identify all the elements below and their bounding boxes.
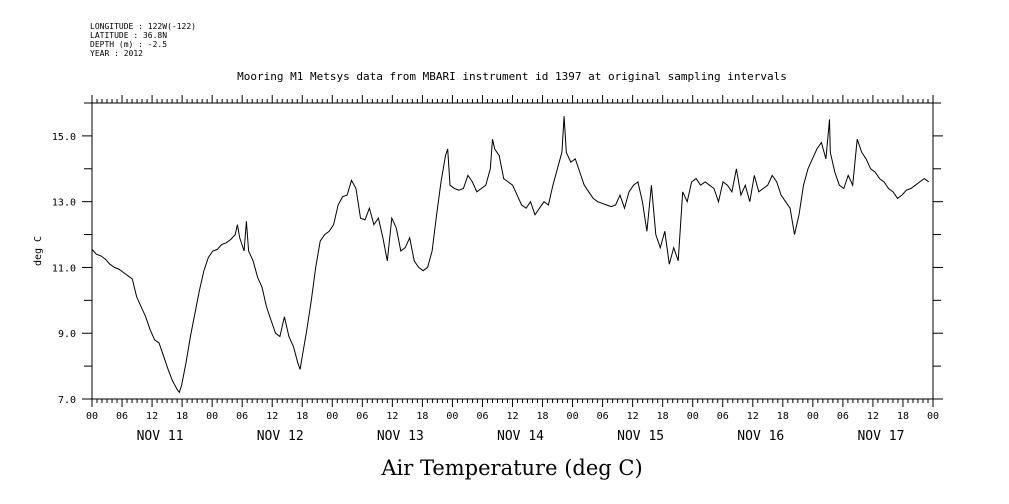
x-hour-label: 12: [266, 411, 278, 422]
x-day-label: NOV 14: [497, 429, 544, 444]
x-day-label: NOV 15: [617, 429, 664, 444]
x-hour-label: 00: [446, 411, 458, 422]
x-day-label: NOV 16: [737, 429, 784, 444]
x-hour-label: 00: [86, 411, 98, 422]
meta-line-year: YEAR : 2012: [90, 49, 143, 58]
x-hour-label: 12: [386, 411, 398, 422]
x-hour-label: 06: [476, 411, 488, 422]
y-tick-label: 7.0: [58, 395, 76, 406]
meta-line-longitude: LONGITUDE : 122W(-122): [90, 22, 196, 31]
x-hour-label: 00: [687, 411, 699, 422]
x-hour-label: 12: [146, 411, 158, 422]
x-day-label: NOV 12: [257, 429, 304, 444]
x-hour-label: 18: [416, 411, 428, 422]
y-tick-label: 15.0: [52, 132, 76, 143]
x-day-label: NOV 17: [857, 429, 904, 444]
x-hour-label: 00: [807, 411, 819, 422]
meta-line-depth: DEPTH (m) : -2.5: [90, 40, 167, 49]
x-hour-label: 12: [867, 411, 879, 422]
y-tick-label: 11.0: [52, 263, 76, 274]
x-hour-label: 00: [326, 411, 338, 422]
x-day-label: NOV 11: [137, 429, 184, 444]
x-hour-label: 00: [927, 411, 939, 422]
x-hour-label: 06: [837, 411, 849, 422]
metadata-block: LONGITUDE : 122W(-122) LATITUDE : 36.8N …: [90, 22, 196, 58]
y-axis-title: deg C: [33, 236, 44, 266]
x-hour-label: 12: [627, 411, 639, 422]
x-hour-label: 18: [176, 411, 188, 422]
x-hour-label: 18: [897, 411, 909, 422]
x-axis-title: Air Temperature (deg C): [380, 456, 642, 480]
chart-title: Mooring M1 Metsys data from MBARI instru…: [237, 70, 787, 83]
y-tick-label: 9.0: [58, 329, 76, 340]
x-hour-label: 06: [116, 411, 128, 422]
y-axis: 7.0 9.0 11.0 13.0 15.0: [52, 102, 943, 406]
x-hour-label: 12: [747, 411, 759, 422]
x-axis: 00 06 12 18 00 06 12 18 00 06 12 18 00 06 12 18 00 06 12 18…: [86, 95, 939, 444]
series-line-air-temperature: [91, 116, 930, 394]
x-hour-label: 18: [777, 411, 789, 422]
x-hour-label: 00: [206, 411, 218, 422]
y-tick-label: 13.0: [52, 198, 76, 209]
x-hour-label: 12: [506, 411, 518, 422]
x-hour-label: 18: [296, 411, 308, 422]
x-hour-label: 18: [537, 411, 549, 422]
x-hour-label: 06: [717, 411, 729, 422]
meta-line-latitude: LATITUDE : 36.8N: [90, 31, 167, 40]
x-day-label: NOV 13: [377, 429, 424, 444]
x-hour-label: 18: [657, 411, 669, 422]
x-hour-label: 06: [236, 411, 248, 422]
plot-frame: [91, 102, 934, 400]
x-hour-label: 06: [597, 411, 609, 422]
series-group: [91, 116, 930, 394]
x-hour-label: 00: [567, 411, 579, 422]
x-hour-label: 06: [356, 411, 368, 422]
